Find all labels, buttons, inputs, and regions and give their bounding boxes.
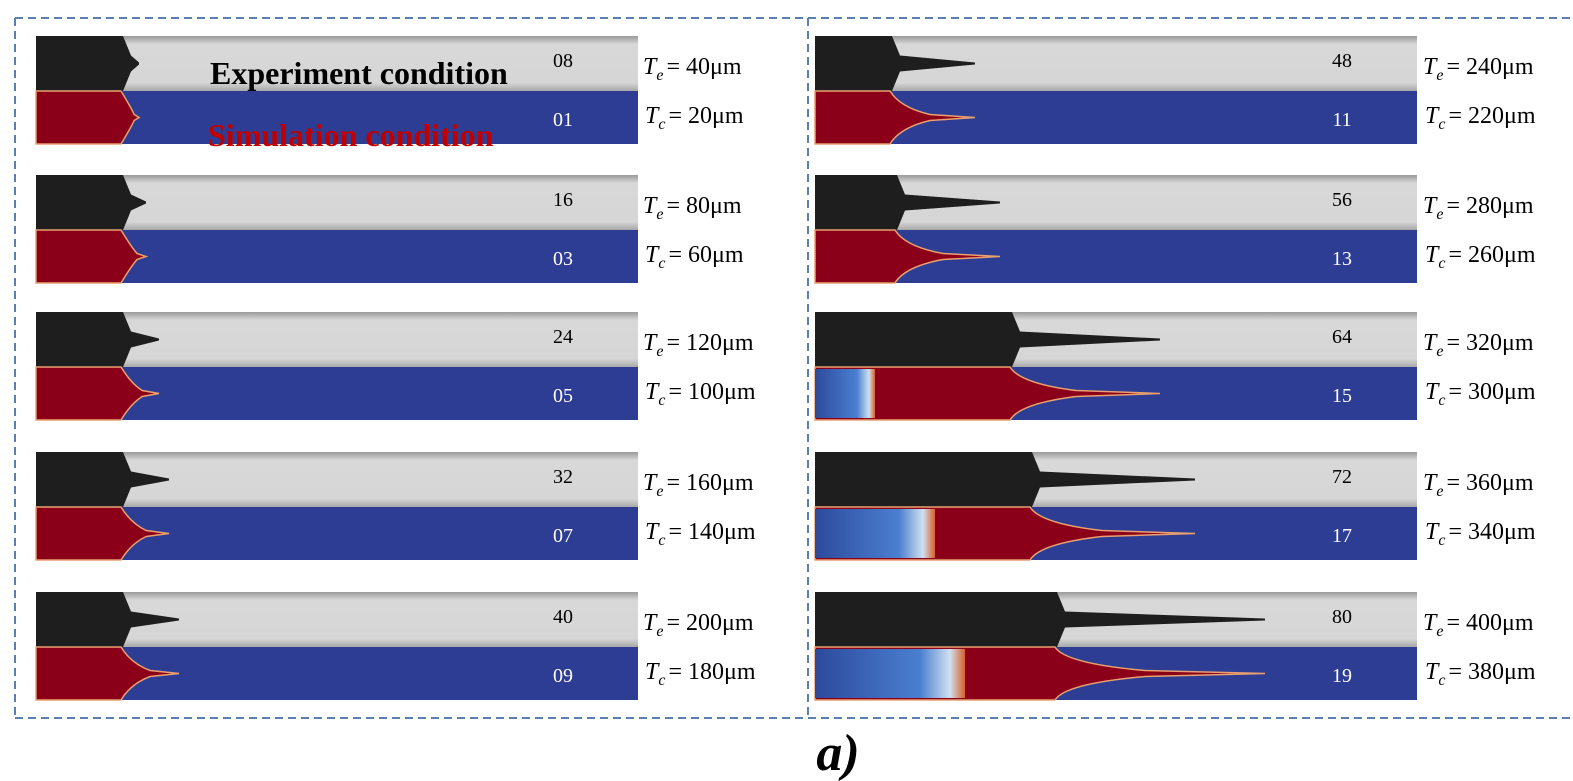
subscript: e: [656, 67, 663, 84]
value: = 320μm: [1446, 330, 1533, 356]
simulation-front: [36, 91, 139, 144]
simulation-frame: 09: [553, 665, 573, 687]
thickness-label: Tc= 60μm: [645, 242, 744, 272]
subscript: e: [656, 343, 663, 360]
value: = 220μm: [1448, 103, 1535, 129]
value: = 60μm: [668, 242, 743, 268]
experiment-frame: 72: [1332, 466, 1352, 488]
simulation-inner: [815, 509, 935, 558]
thickness-label: Tc= 100μm: [645, 379, 756, 409]
value: = 340μm: [1448, 519, 1535, 545]
legend-simulation: Simulation condition: [208, 117, 494, 153]
subscript: c: [1438, 116, 1445, 133]
subscript: e: [1436, 67, 1443, 84]
row: 40 09 Te= 200μm Tc= 180μm: [36, 592, 756, 700]
thickness-label: Tc= 340μm: [1425, 519, 1536, 549]
simulation-inner: [815, 649, 965, 698]
thickness-label: Tc= 260μm: [1425, 242, 1536, 272]
row: 24 05 Te= 120μm Tc= 100μm: [36, 312, 756, 420]
subscript: c: [1438, 672, 1445, 689]
simulation-frame: 13: [1332, 248, 1352, 270]
value: = 260μm: [1448, 242, 1535, 268]
value: = 380μm: [1448, 659, 1535, 685]
row: 80 19 Te= 400μm Tc= 380μm: [815, 592, 1536, 700]
thickness-label: Tc= 380μm: [1425, 659, 1536, 689]
value: = 120μm: [666, 330, 753, 356]
experiment-frame: 08: [553, 50, 573, 72]
thickness-label: Te= 160μm: [643, 470, 754, 500]
value: = 40μm: [666, 54, 741, 80]
figure: 08 01 Te= 40μm Tc= 20μm 16 03 Te= 80μm Tc= 60μm…: [0, 0, 1573, 781]
value: = 200μm: [666, 610, 753, 636]
experiment-frame: 48: [1332, 50, 1352, 72]
subscript: c: [658, 532, 665, 549]
simulation-frame: 17: [1332, 525, 1352, 547]
thickness-label: Tc= 220μm: [1425, 103, 1536, 133]
subscript: e: [1436, 623, 1443, 640]
experiment-frame: 56: [1332, 189, 1352, 211]
row: 72 17 Te= 360μm Tc= 340μm: [815, 452, 1536, 560]
value: = 100μm: [668, 379, 755, 405]
subscript: c: [658, 392, 665, 409]
subscript: e: [656, 623, 663, 640]
subscript: e: [1436, 206, 1443, 223]
simulation-inner: [815, 369, 875, 418]
thickness-label: Te= 360μm: [1423, 470, 1534, 500]
subscript: e: [656, 483, 663, 500]
thickness-label: Tc= 20μm: [645, 103, 744, 133]
experiment-frame: 64: [1332, 326, 1352, 348]
experiment-frame: 16: [553, 189, 573, 211]
simulation-frame: 07: [553, 525, 573, 547]
subscript: c: [658, 672, 665, 689]
thickness-label: Te= 200μm: [643, 610, 754, 640]
subscript: e: [1436, 343, 1443, 360]
simulation-frame: 11: [1332, 109, 1351, 131]
experiment-frame: 80: [1332, 606, 1352, 628]
thickness-label: Tc= 180μm: [645, 659, 756, 689]
value: = 280μm: [1446, 193, 1533, 219]
value: = 140μm: [668, 519, 755, 545]
thickness-label: Te= 240μm: [1423, 54, 1534, 84]
subscript: c: [658, 116, 665, 133]
thickness-label: Tc= 300μm: [1425, 379, 1536, 409]
row: 56 13 Te= 280μm Tc= 260μm: [815, 175, 1536, 283]
subscript: e: [1436, 483, 1443, 500]
experiment-front: [36, 36, 139, 91]
value: = 180μm: [668, 659, 755, 685]
simulation-frame: 03: [553, 248, 573, 270]
thickness-label: Te= 120μm: [643, 330, 754, 360]
thickness-label: Te= 80μm: [643, 193, 742, 223]
subscript: c: [1438, 255, 1445, 272]
simulation-frame: 19: [1332, 665, 1352, 687]
simulation-frame: 15: [1332, 385, 1352, 407]
thickness-label: Te= 280μm: [1423, 193, 1534, 223]
simulation-frame: 01: [553, 109, 573, 131]
row: 16 03 Te= 80μm Tc= 60μm: [36, 175, 744, 283]
row: 48 11 Te= 240μm Tc= 220μm: [815, 36, 1536, 144]
value: = 240μm: [1446, 54, 1533, 80]
subscript: e: [656, 206, 663, 223]
thickness-label: Te= 320μm: [1423, 330, 1534, 360]
value: = 400μm: [1446, 610, 1533, 636]
value: = 360μm: [1446, 470, 1533, 496]
subscript: c: [1438, 532, 1445, 549]
value: = 300μm: [1448, 379, 1535, 405]
legend-experiment: Experiment condition: [210, 55, 508, 91]
experiment-frame: 40: [553, 606, 573, 628]
row: 32 07 Te= 160μm Tc= 140μm: [36, 452, 756, 560]
row: 64 15 Te= 320μm Tc= 300μm: [815, 312, 1536, 420]
value: = 160μm: [666, 470, 753, 496]
simulation-frame: 05: [553, 385, 573, 407]
panel-label: a): [816, 725, 859, 781]
subscript: c: [658, 255, 665, 272]
experiment-frame: 24: [553, 326, 573, 348]
thickness-label: Te= 400μm: [1423, 610, 1534, 640]
experiment-frame: 32: [553, 466, 573, 488]
subscript: c: [1438, 392, 1445, 409]
value: = 20μm: [668, 103, 743, 129]
value: = 80μm: [666, 193, 741, 219]
thickness-label: Te= 40μm: [643, 54, 742, 84]
thickness-label: Tc= 140μm: [645, 519, 756, 549]
